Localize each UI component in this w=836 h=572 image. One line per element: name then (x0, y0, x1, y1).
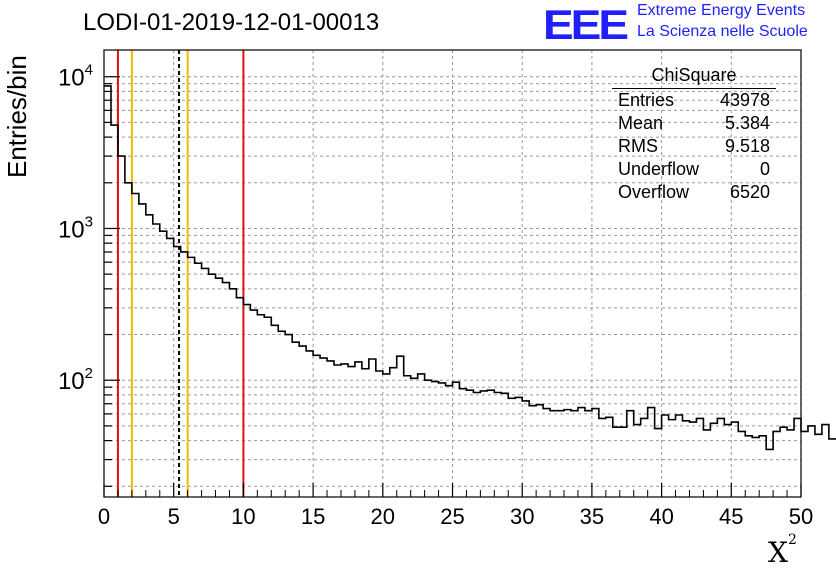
stats-label: RMS (618, 136, 658, 156)
x-tick-label: 0 (98, 504, 110, 529)
eee-logo: EEE (543, 1, 629, 49)
y-axis-label: Entries/bin (2, 55, 32, 178)
stats-value: 43978 (719, 90, 770, 110)
logo-text-line1: Extreme Energy Events (637, 2, 806, 19)
stats-row-overflow: Overflow 6520 (610, 181, 776, 204)
stats-row-entries: Entries 43978 (610, 89, 776, 112)
y-tick-label: 102 (58, 365, 93, 395)
stats-value: 0 (759, 159, 770, 179)
chart-title: LODI-01-2019-12-01-00013 (83, 9, 380, 36)
x-tick-label: 20 (371, 504, 395, 529)
x-axis-label-base: X (768, 536, 788, 569)
stats-row-mean: Mean 5.384 (610, 112, 776, 135)
stats-label: Overflow (618, 182, 690, 202)
x-axis-label: X2 (768, 532, 797, 569)
x-axis-label-exponent: 2 (787, 531, 797, 548)
x-tick-label: 40 (649, 504, 673, 529)
stats-row-rms: RMS 9.518 (610, 135, 776, 158)
x-tick-label: 5 (168, 504, 180, 529)
y-tick-label: 104 (58, 62, 93, 92)
x-tick-label: 10 (231, 504, 255, 529)
stats-row-underflow: Underflow 0 (610, 158, 776, 181)
stats-box: ChiSquare Entries 43978 Mean 5.384 RMS 9… (610, 63, 776, 204)
reference-lines (116, 50, 245, 497)
histogram-line (104, 85, 836, 451)
logo-text-line2: La Scienza nelle Scuole (637, 23, 808, 40)
x-tick-label: 35 (580, 504, 604, 529)
axis-tick-labels: 0 5 10 15 20 25 30 35 40 45 50 102 103 104 (58, 62, 813, 529)
axis-ticks (103, 76, 802, 497)
stats-value: 6520 (729, 182, 770, 202)
stats-value: 5.384 (724, 113, 770, 133)
x-tick-label: 50 (789, 504, 813, 529)
stats-title: ChiSquare (612, 63, 776, 89)
stats-value: 9.518 (724, 136, 770, 156)
stats-label: Entries (618, 90, 675, 110)
stats-label: Underflow (618, 159, 700, 179)
x-tick-label: 25 (440, 504, 464, 529)
grid-lines (104, 50, 801, 497)
x-tick-label: 30 (510, 504, 534, 529)
y-tick-label: 103 (58, 213, 93, 243)
x-tick-label: 15 (301, 504, 325, 529)
x-tick-label: 45 (719, 504, 743, 529)
stats-label: Mean (618, 113, 664, 133)
